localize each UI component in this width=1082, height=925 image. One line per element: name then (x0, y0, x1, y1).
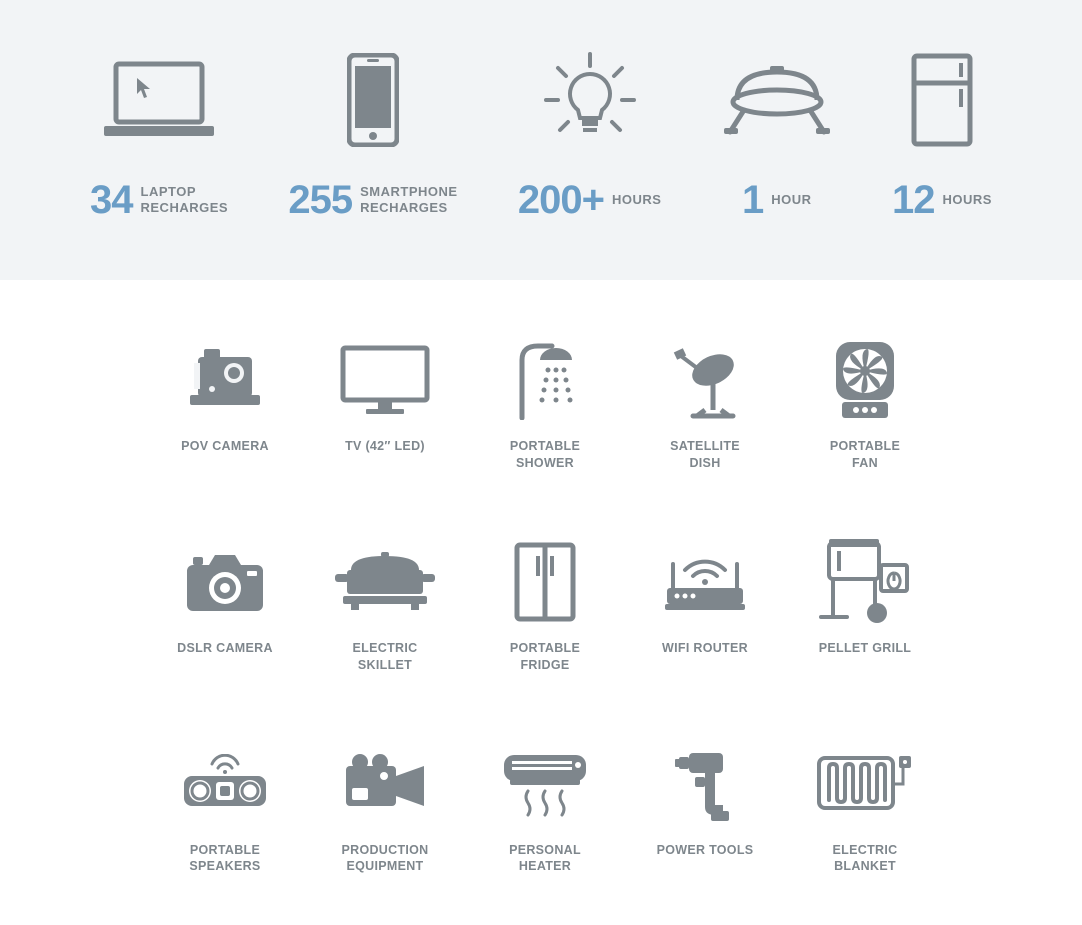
shower-icon (510, 340, 580, 420)
grid-label: PORTABLE FRIDGE (510, 640, 580, 674)
stat-value: 34 (90, 180, 133, 220)
heater-icon (500, 744, 590, 824)
stat-value: 1 (742, 180, 763, 220)
grid-label: SATELLITE DISH (670, 438, 740, 472)
stat-lightbulb: 200+ HOURS (518, 50, 662, 220)
wifi-router-icon (663, 542, 747, 622)
grid-label: POV CAMERA (181, 438, 269, 455)
grid-item-wifi-router: WIFI ROUTER (640, 542, 770, 674)
satellite-dish-icon (665, 340, 745, 420)
stat-laptop: 34 LAPTOP RECHARGES (90, 50, 228, 220)
grid-label: PERSONAL HEATER (509, 842, 581, 876)
stat-grill: 1 HOUR (722, 50, 832, 220)
grid-label: POWER TOOLS (657, 842, 754, 859)
stat-fridge: 12 HOURS (892, 50, 992, 220)
grid-label: WIFI ROUTER (662, 640, 748, 657)
grid-item-satellite-dish: SATELLITE DISH (640, 340, 770, 472)
grid-label: PRODUCTION EQUIPMENT (341, 842, 428, 876)
grid-item-production: PRODUCTION EQUIPMENT (320, 744, 450, 876)
lightbulb-icon (540, 50, 640, 150)
grid-item-tv: TV (42″ LED) (320, 340, 450, 472)
device-grid: POV CAMERA TV (42″ LED) (160, 340, 922, 875)
device-grid-section: POV CAMERA TV (42″ LED) (0, 280, 1082, 925)
pov-camera-icon (190, 340, 260, 420)
grid-item-portable-fan: PORTABLE FAN (800, 340, 930, 472)
electric-skillet-icon (335, 542, 435, 622)
grid-item-electric-blanket: ELECTRIC BLANKET (800, 744, 930, 876)
grid-item-pellet-grill: PELLET GRILL (800, 542, 930, 674)
grid-item-pov-camera: POV CAMERA (160, 340, 290, 472)
grid-label: TV (42″ LED) (345, 438, 425, 455)
production-icon (340, 744, 430, 824)
laptop-icon (104, 50, 214, 150)
stat-label: HOUR (771, 192, 811, 208)
grid-label: DSLR CAMERA (177, 640, 273, 657)
grid-label: PORTABLE FAN (830, 438, 900, 472)
pellet-grill-icon (815, 542, 915, 622)
stat-label: HOURS (612, 192, 661, 208)
portable-fridge-icon (514, 542, 576, 622)
grid-item-portable-fridge: PORTABLE FRIDGE (480, 542, 610, 674)
stat-label: SMARTPHONE RECHARGES (360, 184, 457, 215)
stat-smartphone: 255 SMARTPHONE RECHARGES (288, 50, 457, 220)
stat-label: LAPTOP RECHARGES (141, 184, 229, 215)
smartphone-icon (347, 50, 399, 150)
stat-value: 12 (892, 180, 935, 220)
grill-icon (722, 50, 832, 150)
electric-blanket-icon (815, 744, 915, 824)
grid-label: PORTABLE SPEAKERS (189, 842, 260, 876)
tv-icon (340, 340, 430, 420)
grid-label: ELECTRIC SKILLET (353, 640, 418, 674)
grid-item-heater: PERSONAL HEATER (480, 744, 610, 876)
grid-label: ELECTRIC BLANKET (833, 842, 898, 876)
grid-label: PELLET GRILL (819, 640, 912, 657)
speakers-icon (180, 744, 270, 824)
dslr-camera-icon (185, 542, 265, 622)
stat-value: 255 (288, 180, 352, 220)
grid-item-shower: PORTABLE SHOWER (480, 340, 610, 472)
stat-label: HOURS (943, 192, 992, 208)
stat-value: 200+ (518, 180, 604, 220)
top-stats-section: 34 LAPTOP RECHARGES 255 SMARTPHONE RECHA… (0, 0, 1082, 280)
grid-item-power-tools: POWER TOOLS (640, 744, 770, 876)
fridge-icon (911, 50, 973, 150)
grid-item-dslr-camera: DSLR CAMERA (160, 542, 290, 674)
grid-label: PORTABLE SHOWER (510, 438, 580, 472)
portable-fan-icon (832, 340, 898, 420)
grid-item-electric-skillet: ELECTRIC SKILLET (320, 542, 450, 674)
grid-item-speakers: PORTABLE SPEAKERS (160, 744, 290, 876)
power-tools-icon (675, 744, 735, 824)
